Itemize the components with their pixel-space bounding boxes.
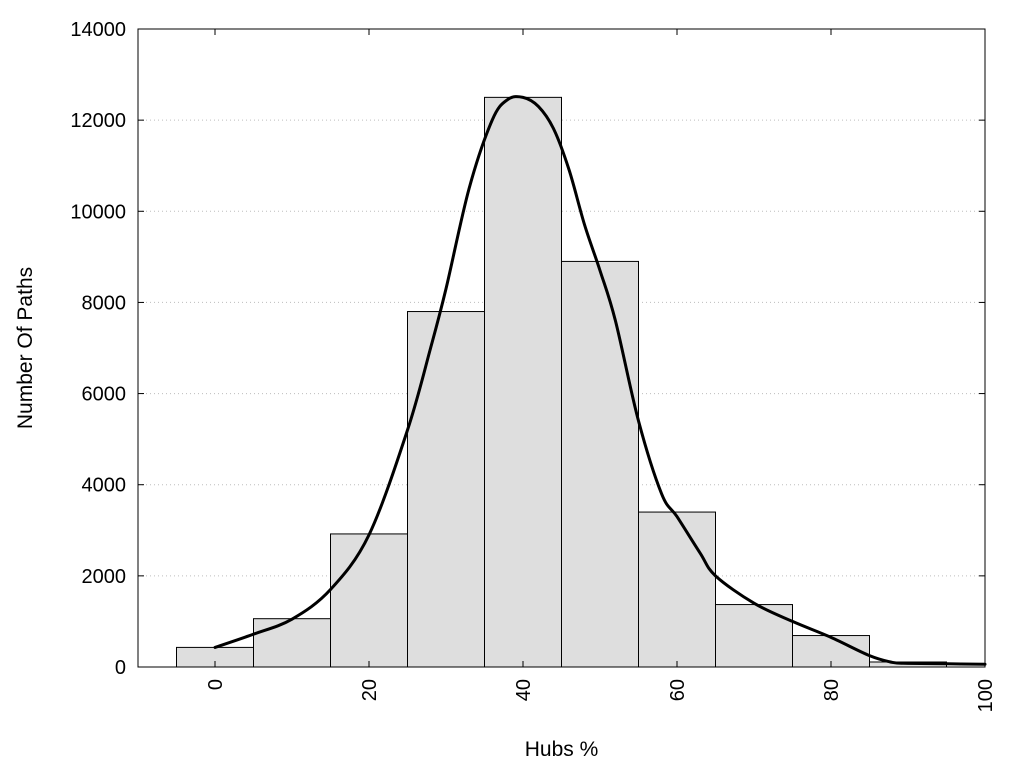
y-tick-label: 4000 <box>82 475 127 497</box>
histogram-bar <box>561 260 639 668</box>
x-tick-label: 20 <box>359 679 381 701</box>
y-tick-label: 0 <box>115 657 126 679</box>
histogram-bar <box>253 618 331 668</box>
density-curve <box>213 95 987 666</box>
histogram-bar <box>638 511 716 668</box>
y-tick-labels: 0 2000 4000 6000 8000 10000 12000 14000 <box>70 19 126 679</box>
histogram-bars <box>176 96 947 668</box>
histogram-bar <box>330 533 408 668</box>
y-tick-label: 8000 <box>82 292 127 314</box>
y-axis-title: Number Of Paths <box>14 267 37 429</box>
x-tick-label: 100 <box>975 679 997 712</box>
y-tick-label: 14000 <box>70 19 126 41</box>
plot-frame <box>137 28 986 668</box>
x-axis-title: Hubs % <box>525 738 599 761</box>
y-tick-label: 2000 <box>82 566 127 588</box>
x-tick-label: 60 <box>667 679 689 701</box>
y-tick-label: 10000 <box>70 201 126 223</box>
y-tick-label: 12000 <box>70 110 126 132</box>
histogram-bar <box>715 604 793 668</box>
x-tick-label: 80 <box>821 679 843 701</box>
x-tick-label: 40 <box>513 679 535 701</box>
histogram-bar <box>484 96 562 668</box>
x-tick-label: 0 <box>205 679 227 690</box>
axis-ticks <box>138 28 986 668</box>
density-curve-layer <box>213 95 987 666</box>
histogram-bar <box>407 311 485 668</box>
x-tick-labels: 0 20 40 60 80 100 <box>205 679 997 712</box>
y-tick-label: 6000 <box>82 384 127 406</box>
